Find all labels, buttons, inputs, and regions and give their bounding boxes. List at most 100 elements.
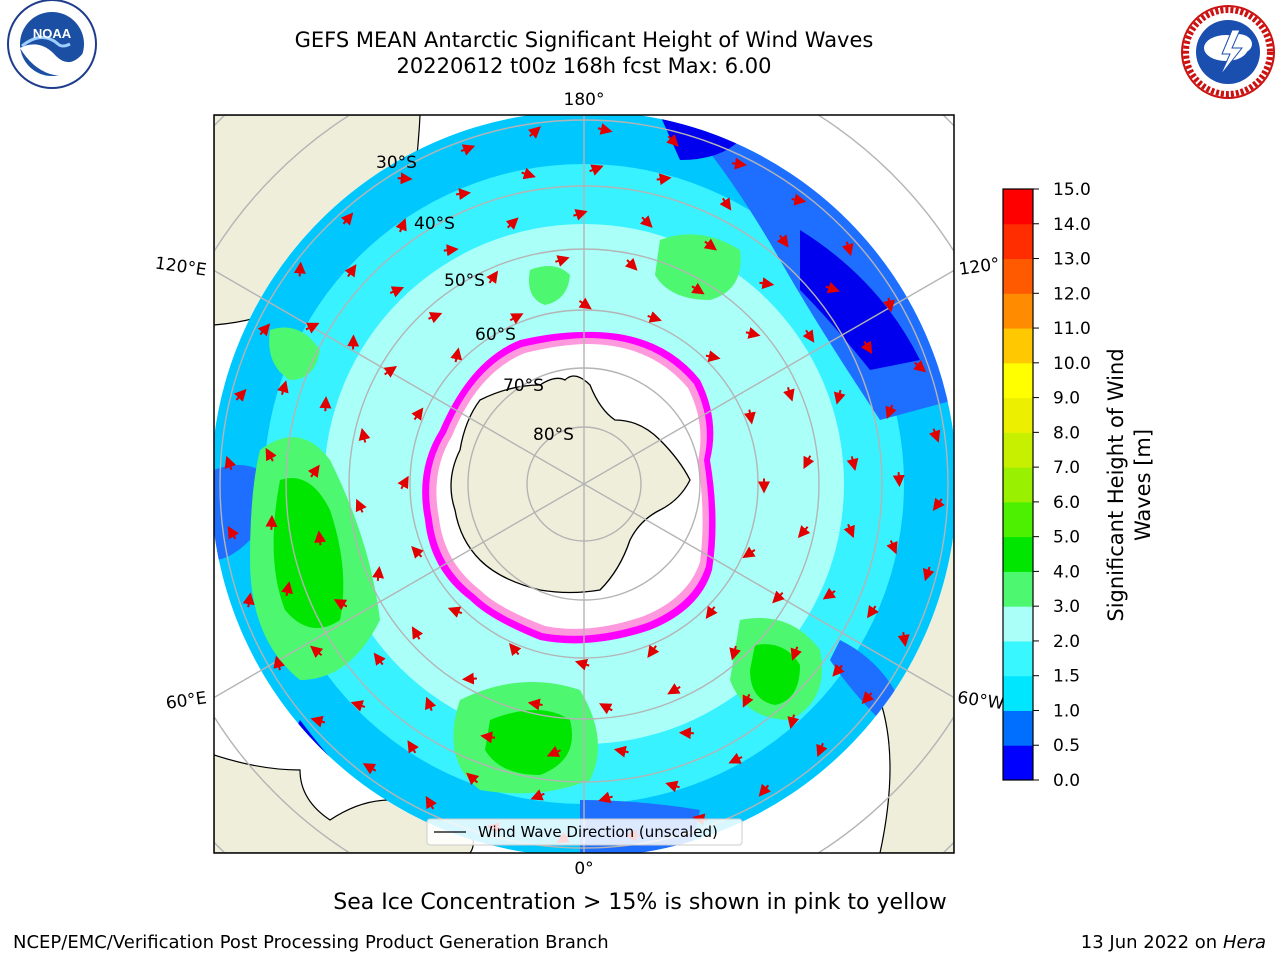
wind-wave-arrow: [227, 525, 239, 540]
colorbar-tick-label: 7.0: [1053, 458, 1080, 478]
wind-wave-arrow: [656, 173, 672, 186]
wind-wave-arrow: [758, 783, 772, 797]
colorbar-segment: [1003, 397, 1033, 433]
colorbar-tick-label: 6.0: [1053, 493, 1080, 513]
colorbar-tick-label: 14.0: [1053, 215, 1091, 235]
map-legend: Wind Wave Direction (unscaled): [426, 818, 743, 846]
colorbar-tick-label: 9.0: [1053, 389, 1080, 409]
colorbar-tick-label: 4.0: [1053, 562, 1080, 582]
wind-wave-arrow: [729, 645, 741, 661]
colorbar-tick-label: 1.0: [1053, 701, 1080, 721]
wind-wave-arrow: [344, 264, 357, 278]
colorbar-label: Significant Height of Wind Waves [m]: [1104, 348, 1155, 621]
wind-wave-arrow: [647, 644, 660, 659]
colorbar-segment: [1003, 501, 1033, 538]
wind-wave-arrow: [443, 244, 459, 257]
wind-wave-arrow: [843, 523, 855, 539]
colorbar-tick-label: 8.0: [1053, 423, 1080, 443]
wind-wave-arrow: [333, 599, 348, 611]
graticule: [214, 115, 954, 853]
wind-wave-arrow: [624, 257, 638, 271]
wind-wave-arrow: [790, 646, 802, 661]
wind-wave-arrow: [787, 714, 800, 730]
wind-wave-arrow: [728, 752, 743, 764]
wind-wave-arrow: [397, 172, 413, 185]
wind-wave-arrow: [743, 409, 756, 425]
lat-label-80s: 80°S: [533, 425, 574, 445]
wind-wave-arrow: [350, 700, 366, 712]
wind-wave-arrow: [846, 456, 859, 471]
wind-wave-arrow: [613, 745, 629, 758]
wind-wave-arrow: [411, 407, 424, 421]
svg-text:NOAA: NOAA: [33, 26, 72, 41]
wind-wave-arrow: [362, 763, 377, 775]
colorbar-segment: [1003, 640, 1033, 677]
wind-wave-arrow: [832, 663, 845, 677]
colorbar-segment: [1003, 675, 1033, 711]
wind-wave-arrow: [486, 270, 499, 284]
wind-wave-arrow: [461, 672, 477, 685]
wind-wave-arrow: [509, 643, 522, 657]
lat-label-40s: 40°S: [414, 214, 455, 234]
legend-label: Wind Wave Direction (unscaled): [478, 823, 718, 841]
wind-wave-arrow: [257, 323, 271, 337]
wind-wave-arrow: [703, 238, 718, 251]
date-text: 13 Jun 2022 on: [1080, 932, 1218, 953]
wind-wave-arrow: [314, 530, 327, 546]
colorbar-segment: [1003, 223, 1033, 260]
wind-wave-arrow: [411, 626, 424, 640]
wind-wave-arrow: [802, 329, 815, 343]
wind-wave-arrow: [293, 261, 306, 277]
wind-wave-arrow: [234, 388, 247, 402]
map-frame: [213, 114, 955, 854]
date-stamp: 13 Jun 2022 on Hera: [1081, 932, 1266, 953]
colorbar-tick-label: 2.0: [1053, 632, 1080, 652]
host-name: Hera: [1222, 932, 1266, 953]
colorbar-tick-label: 11.0: [1053, 319, 1091, 339]
wind-wave-arrow: [527, 698, 543, 711]
wind-wave-arrow: [803, 455, 815, 470]
colorbar-segment: [1003, 467, 1033, 503]
wind-wave-arrow: [265, 447, 277, 462]
colorbar-segment: [1003, 189, 1033, 225]
map-title: GEFS MEAN Antarctic Significant Height o…: [294, 28, 874, 52]
wind-wave-arrow: [573, 209, 588, 221]
wind-wave-arrow: [428, 312, 443, 324]
wind-wave-arrow: [425, 696, 437, 712]
colorbar-tick-label: 10.0: [1053, 354, 1091, 374]
wind-wave-arrow: [745, 327, 761, 339]
wind-wave-arrow: [589, 164, 604, 176]
latitude-labels: 30°S 40°S 50°S 60°S 70°S 80°S: [376, 153, 574, 445]
colorbar-tick-label: 0.0: [1053, 771, 1080, 791]
wind-wave-arrow: [598, 791, 613, 804]
wind-wave-arrow: [776, 234, 789, 248]
colorbar-segment: [1003, 536, 1033, 572]
wind-wave-arrow: [372, 565, 385, 581]
wind-wave-arrow: [242, 592, 255, 608]
wind-wave-arrow: [466, 772, 480, 786]
wind-wave-arrow: [480, 731, 496, 744]
wind-wave-arrow: [578, 297, 592, 310]
wind-wave-arrow: [860, 340, 873, 355]
lon-label-60e: 60°E: [165, 688, 208, 713]
map-subtitle: 20220612 t00z 168h fcst Max: 6.00: [396, 54, 772, 78]
wind-wave-arrow: [530, 789, 545, 801]
wind-wave-arrow: [599, 703, 613, 715]
colorbar: 0.0 0.5 1.0 1.5 2.0 3.0 4.0 5.0 6.0 7.0 8.0 9.0 10.0…: [1002, 180, 1091, 791]
colorbar-label-line1: Significant Height of Wind: [1104, 348, 1128, 621]
wind-wave-arrow: [759, 277, 775, 290]
wind-wave-arrow: [885, 404, 897, 420]
wind-wave-arrow: [307, 464, 320, 478]
wind-wave-arrow: [407, 740, 419, 754]
wind-wave-arrow: [460, 144, 476, 156]
wind-wave-arrow: [509, 313, 524, 325]
colorbar-segment: [1003, 571, 1033, 607]
wind-wave-arrow: [358, 427, 371, 443]
lat-label-30s: 30°S: [376, 153, 417, 173]
colorbar-tick-label: 15.0: [1053, 180, 1091, 200]
wind-wave-arrow: [383, 366, 398, 378]
wind-wave-arrow: [310, 645, 324, 658]
wind-wave-arrow: [665, 780, 680, 793]
wind-wave-arrow: [705, 605, 718, 619]
